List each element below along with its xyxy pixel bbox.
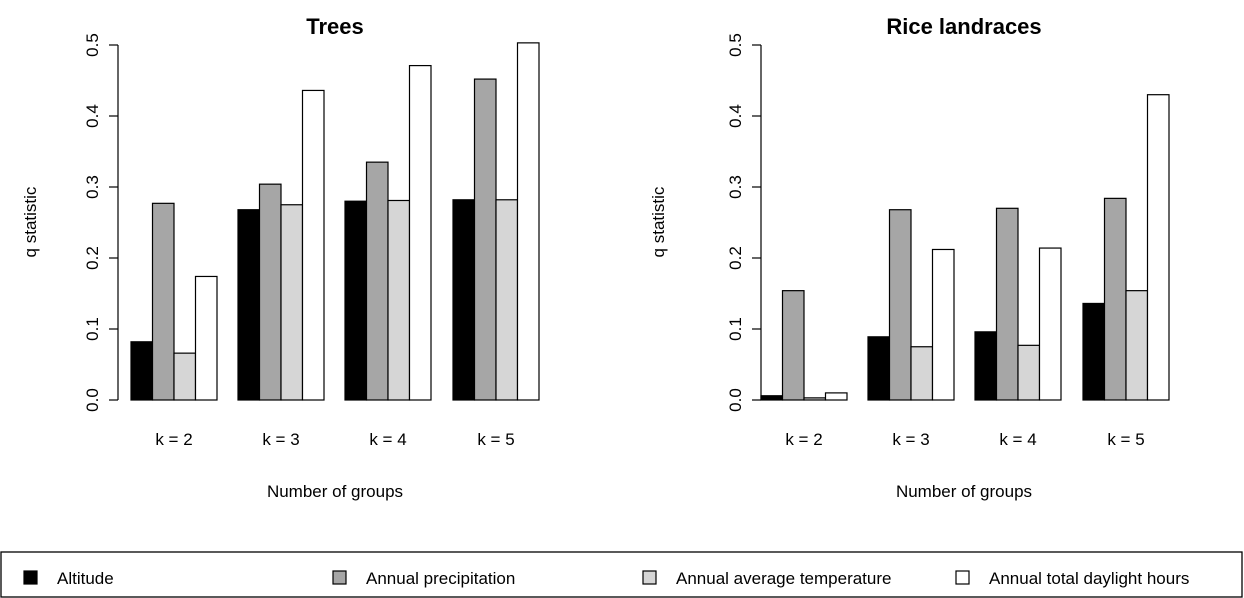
bar-altitude-k-5 [452,199,476,401]
bar-annual-average-temperature-k-3 [280,204,304,401]
y-tick-label: 0.2 [83,246,102,270]
bar-altitude-k-5 [1082,302,1106,401]
bar-group [760,94,1170,401]
bar-annual-precipitation-k-2 [781,290,805,401]
bar-annual-total-daylight-hours-k-4 [408,64,432,401]
bar-annual-total-daylight-hours-k-3 [931,248,955,401]
x-tick-label: k = 5 [477,430,514,449]
bar-annual-precipitation-k-3 [888,209,912,401]
bar-annual-average-temperature-k-2 [803,397,827,401]
bar-altitude-k-4 [344,200,368,401]
bar-altitude-k-3 [867,336,891,401]
x-tick-label: k = 3 [892,430,929,449]
chart-panel-trees: Trees q statistic Number of groups 0.00.… [21,14,540,501]
bar-altitude-k-3 [237,209,261,401]
x-tick-label: k = 3 [262,430,299,449]
bar-annual-total-daylight-hours-k-5 [1146,94,1170,401]
chart-title: Trees [306,14,364,39]
y-tick-label: 0.2 [726,246,745,270]
bar-annual-precipitation-k-2 [151,202,175,401]
legend-border [0,551,1243,598]
legend: Altitude Annual precipitation Annual avera… [0,551,1243,598]
bar-altitude-k-2 [760,395,784,401]
x-axis-ticks: k = 2 k = 3 k = 4 k = 5 [785,430,1144,449]
y-tick-label: 0.1 [83,317,102,341]
bar-annual-average-temperature-k-4 [387,199,411,401]
x-axis-label: Number of groups [267,482,403,501]
x-tick-label: k = 2 [155,430,192,449]
y-tick-label: 0.4 [83,104,102,128]
y-tick-label: 0.1 [726,317,745,341]
bar-annual-precipitation-k-5 [1103,197,1127,401]
bar-annual-total-daylight-hours-k-2 [194,275,218,401]
y-tick-label: 0.0 [83,388,102,412]
legend-label-annual-total-daylight-hours: Annual total daylight hours [989,569,1189,588]
bar-annual-average-temperature-k-5 [1125,290,1149,401]
y-tick-label: 0.3 [83,175,102,199]
bar-annual-total-daylight-hours-k-3 [301,89,325,401]
legend-swatch-altitude [23,570,38,585]
y-tick-label: 0.5 [83,33,102,57]
chart-panel-rice-landraces: Rice landraces q statistic Number of gro… [649,14,1170,501]
bar-annual-average-temperature-k-2 [173,352,197,401]
y-axis-label: q statistic [21,186,40,257]
x-axis-label: Number of groups [896,482,1032,501]
bar-altitude-k-2 [130,341,154,401]
y-axis-label: q statistic [649,186,668,257]
legend-swatch-annual-total-daylight-hours [955,570,970,585]
legend-label-altitude: Altitude [57,569,114,588]
legend-swatch-annual-precipitation [332,570,347,585]
bar-group [130,42,540,401]
bar-annual-average-temperature-k-4 [1017,344,1041,401]
y-tick-label: 0.4 [726,104,745,128]
bar-annual-precipitation-k-4 [365,161,389,401]
legend-swatch-annual-average-temperature [642,570,657,585]
bar-annual-precipitation-k-5 [473,78,497,401]
bar-annual-total-daylight-hours-k-4 [1038,247,1062,401]
bar-annual-precipitation-k-4 [995,207,1019,401]
y-tick-label: 0.5 [726,33,745,57]
bar-annual-precipitation-k-3 [258,183,282,401]
x-tick-label: k = 4 [999,430,1036,449]
x-tick-label: k = 5 [1107,430,1144,449]
y-tick-label: 0.3 [726,175,745,199]
legend-label-annual-precipitation: Annual precipitation [366,569,515,588]
x-axis-ticks: k = 2 k = 3 k = 4 k = 5 [155,430,514,449]
x-tick-label: k = 4 [369,430,406,449]
chart-title: Rice landraces [886,14,1041,39]
bar-annual-average-temperature-k-5 [495,199,519,401]
y-axis: 0.0 0.1 0.2 0.3 0.4 0.5 [726,33,762,412]
bar-annual-total-daylight-hours-k-5 [516,42,540,401]
y-axis: 0.0 0.1 0.2 0.3 0.4 0.5 [83,33,119,412]
legend-label-annual-average-temperature: Annual average temperature [676,569,891,588]
y-tick-label: 0.0 [726,388,745,412]
x-tick-label: k = 2 [785,430,822,449]
bar-altitude-k-4 [974,331,998,401]
bar-annual-total-daylight-hours-k-2 [824,392,848,401]
bar-annual-average-temperature-k-3 [910,346,934,401]
